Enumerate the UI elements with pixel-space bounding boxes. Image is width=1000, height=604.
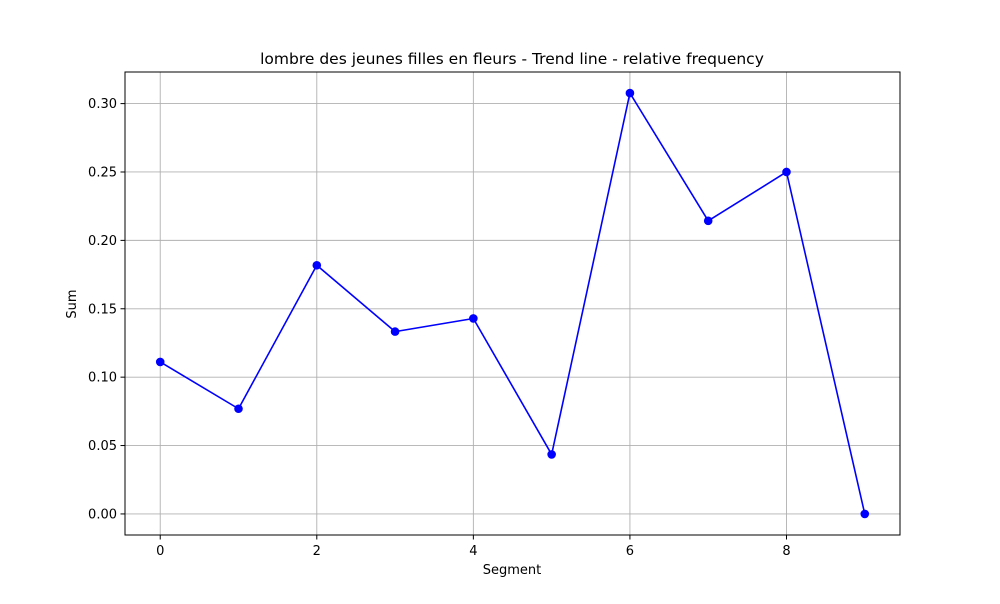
data-point-0-7 (703, 216, 713, 226)
x-axis-ticks: 0 2 4 6 8 (156, 535, 791, 559)
x-tick-label-3: 6 (626, 544, 634, 559)
x-tick-label-4: 8 (782, 544, 790, 559)
series-line-0 (159, 92, 866, 515)
data-point-0-0 (155, 357, 165, 367)
x-tick-label-1: 2 (313, 544, 321, 559)
data-point-0-2 (312, 260, 322, 270)
grid (125, 72, 900, 535)
y-tick-label-6: 0.30 (88, 97, 117, 112)
y-tick-label-2: 0.10 (88, 371, 117, 386)
data-point-0-1 (234, 404, 243, 414)
axes-frame (124, 71, 901, 536)
data-point-0-9 (860, 509, 870, 519)
y-axis-ticks: 0.00 0.05 0.10 0.15 0.20 0.25 0.30 (88, 97, 125, 522)
y-tick-label-5: 0.25 (88, 165, 117, 180)
chart-title: lombre des jeunes filles en fleurs - Tre… (260, 50, 764, 68)
data-point-0-8 (782, 167, 791, 177)
plot-frame (124, 71, 901, 536)
data-point-0-6 (625, 88, 635, 98)
y-tick-label-4: 0.20 (88, 234, 117, 249)
y-tick-label-1: 0.05 (88, 439, 117, 454)
series-layer (155, 88, 870, 519)
x-axis-label: Segment (483, 563, 542, 578)
x-tick-label-0: 0 (156, 544, 164, 559)
y-tick-label-3: 0.15 (88, 302, 117, 317)
y-axis-label: Sum (65, 289, 80, 318)
data-point-0-5 (547, 450, 556, 459)
data-point-0-3 (390, 327, 400, 336)
data-point-0-4 (469, 314, 478, 323)
y-tick-label-0: 0.00 (88, 507, 117, 522)
x-tick-label-2: 4 (469, 544, 477, 559)
